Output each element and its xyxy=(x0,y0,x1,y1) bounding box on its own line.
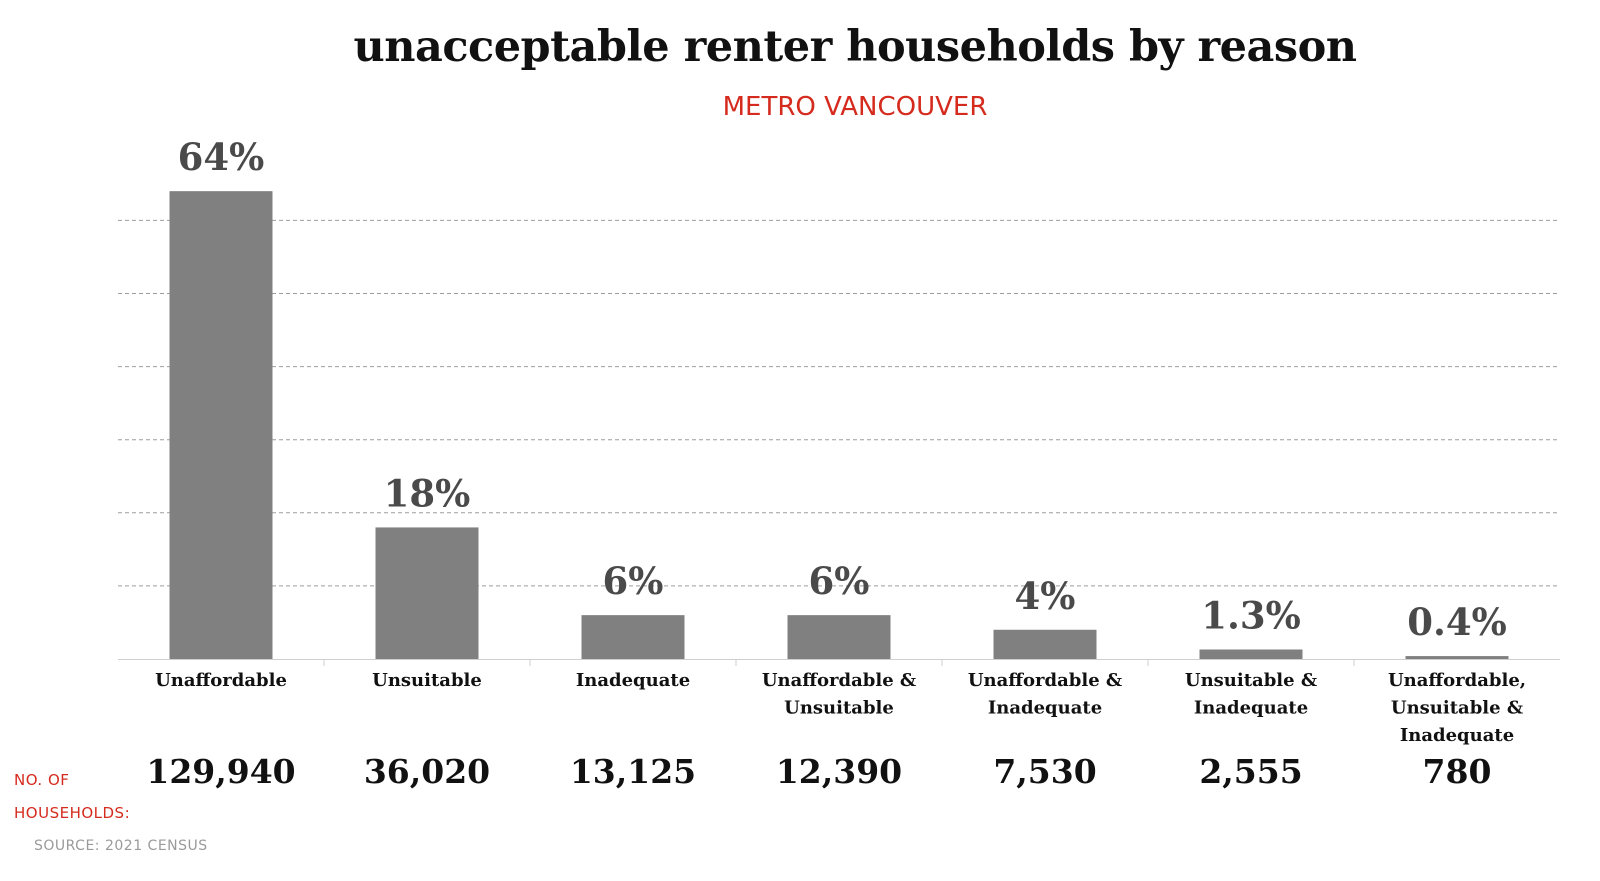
bar xyxy=(1405,656,1509,659)
households-row-label: NO. OF HOUSEHOLDS: xyxy=(14,771,131,822)
bar-value-label: 18% xyxy=(384,471,471,515)
bar-value-label: 0.4% xyxy=(1407,600,1507,644)
bar-value-label: 6% xyxy=(809,559,870,603)
households-count: 36,020 xyxy=(364,752,490,791)
households-count: 7,530 xyxy=(993,752,1096,791)
bar xyxy=(993,629,1097,659)
category-label: Unaffordable & Inadequate xyxy=(968,670,1122,719)
households-count: 2,555 xyxy=(1199,752,1302,791)
category-label: Unsuitable & Inadequate xyxy=(1185,670,1317,719)
bar xyxy=(375,527,479,659)
category-label: Unaffordable, Unsuitable & Inadequate xyxy=(1388,670,1526,746)
chart-title: unacceptable renter households by reason xyxy=(353,22,1357,72)
bar xyxy=(169,191,273,659)
chart-subtitle: METRO VANCOUVER xyxy=(722,92,988,122)
bar-value-label: 1.3% xyxy=(1201,593,1301,637)
households-count: 129,940 xyxy=(146,752,295,791)
bar xyxy=(581,615,685,659)
bar-value-label: 4% xyxy=(1015,574,1076,618)
households-count: 13,125 xyxy=(570,752,696,791)
bar xyxy=(1199,649,1303,659)
source-note: SOURCE: 2021 CENSUS xyxy=(34,838,208,854)
bar xyxy=(787,615,891,659)
category-label: Unaffordable & Unsuitable xyxy=(762,670,916,719)
bar-value-label: 6% xyxy=(603,559,664,603)
bar-value-label: 64% xyxy=(178,135,265,179)
category-label: Unaffordable xyxy=(155,670,287,691)
category-label: Inadequate xyxy=(576,670,690,691)
category-label: Unsuitable xyxy=(372,670,482,691)
households-count: 780 xyxy=(1423,752,1492,791)
households-count: 12,390 xyxy=(776,752,902,791)
